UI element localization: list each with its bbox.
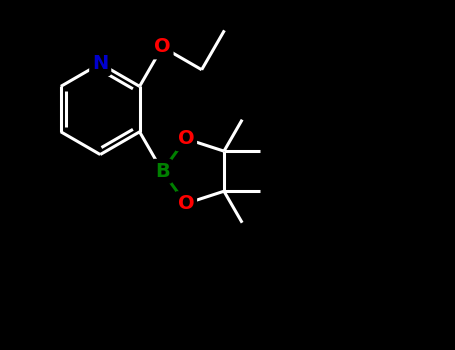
Text: B: B — [155, 162, 170, 181]
Text: O: O — [177, 194, 194, 213]
Text: N: N — [92, 54, 108, 73]
Text: O: O — [154, 37, 171, 56]
Text: O: O — [177, 129, 194, 148]
